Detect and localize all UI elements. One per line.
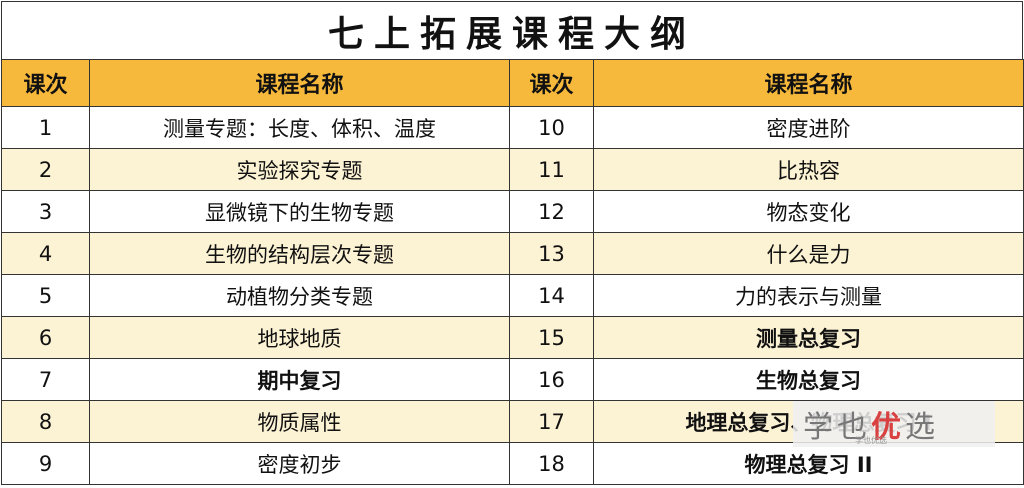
course-table: 课次 课程名称 课次 课程名称 1 测量专题：长度、体积、温度 10 密度进阶 …: [1, 59, 1024, 485]
header-course-name-2: 课程名称: [593, 59, 1024, 107]
watermark-char: 选: [905, 410, 939, 445]
lesson-number: 15: [509, 316, 594, 359]
lesson-number: 7: [1, 358, 90, 401]
course-name: 物理总复习 II: [593, 442, 1024, 485]
course-name: 物态变化: [593, 190, 1024, 233]
table-row: 9 密度初步 18 物理总复习 II: [1, 442, 1024, 485]
lesson-number: 8: [1, 400, 90, 443]
lesson-number: 6: [1, 316, 90, 359]
course-name: 力的表示与测量: [593, 274, 1024, 317]
header-lesson-2: 课次: [509, 59, 594, 107]
table-header-row: 课次 课程名称 课次 课程名称: [1, 59, 1024, 107]
lesson-number: 5: [1, 274, 90, 317]
course-name: 显微镜下的生物专题: [89, 190, 510, 233]
lesson-number: 13: [509, 232, 594, 275]
table-row: 3 显微镜下的生物专题 12 物态变化: [1, 190, 1024, 233]
table-row: 2 实验探究专题 11 比热容: [1, 148, 1024, 191]
lesson-number: 10: [509, 106, 594, 149]
table-row: 5 动植物分类专题 14 力的表示与测量: [1, 274, 1024, 317]
lesson-number: 12: [509, 190, 594, 233]
watermark-caption: 学也优选: [855, 436, 887, 445]
course-name: 生物总复习: [593, 358, 1024, 401]
lesson-number: 4: [1, 232, 90, 275]
watermark-char: 学: [803, 410, 837, 445]
watermark-char: 也: [837, 410, 871, 445]
course-name: 物质属性: [89, 400, 510, 443]
table-row: 7 期中复习 16 生物总复习: [1, 358, 1024, 401]
lesson-number: 11: [509, 148, 594, 191]
lesson-number: 18: [509, 442, 594, 485]
header-course-name: 课程名称: [89, 59, 510, 107]
course-name: 什么是力: [593, 232, 1024, 275]
lesson-number: 14: [509, 274, 594, 317]
course-name: 实验探究专题: [89, 148, 510, 191]
course-name: 期中复习: [89, 358, 510, 401]
header-lesson: 课次: [1, 59, 90, 107]
lesson-number: 2: [1, 148, 90, 191]
course-name: 比热容: [593, 148, 1024, 191]
table-row: 6 地球地质 15 测量总复习: [1, 316, 1024, 359]
lesson-number: 1: [1, 106, 90, 149]
table-row: 1 测量专题：长度、体积、温度 10 密度进阶: [1, 106, 1024, 149]
course-name: 生物的结构层次专题: [89, 232, 510, 275]
course-name: 测量专题：长度、体积、温度: [89, 106, 510, 149]
document-title: 七上拓展课程大纲: [1, 1, 1023, 59]
lesson-number: 16: [509, 358, 594, 401]
watermark-logo: 学也优选 学也优选: [793, 401, 995, 447]
course-name: 密度进阶: [593, 106, 1024, 149]
lesson-number: 17: [509, 400, 594, 443]
course-name: 动植物分类专题: [89, 274, 510, 317]
watermark-char: 优: [871, 410, 905, 445]
lesson-number: 3: [1, 190, 90, 233]
course-name: 地球地质: [89, 316, 510, 359]
table-row: 4 生物的结构层次专题 13 什么是力: [1, 232, 1024, 275]
course-name: 密度初步: [89, 442, 510, 485]
lesson-number: 9: [1, 442, 90, 485]
course-name: 测量总复习: [593, 316, 1024, 359]
